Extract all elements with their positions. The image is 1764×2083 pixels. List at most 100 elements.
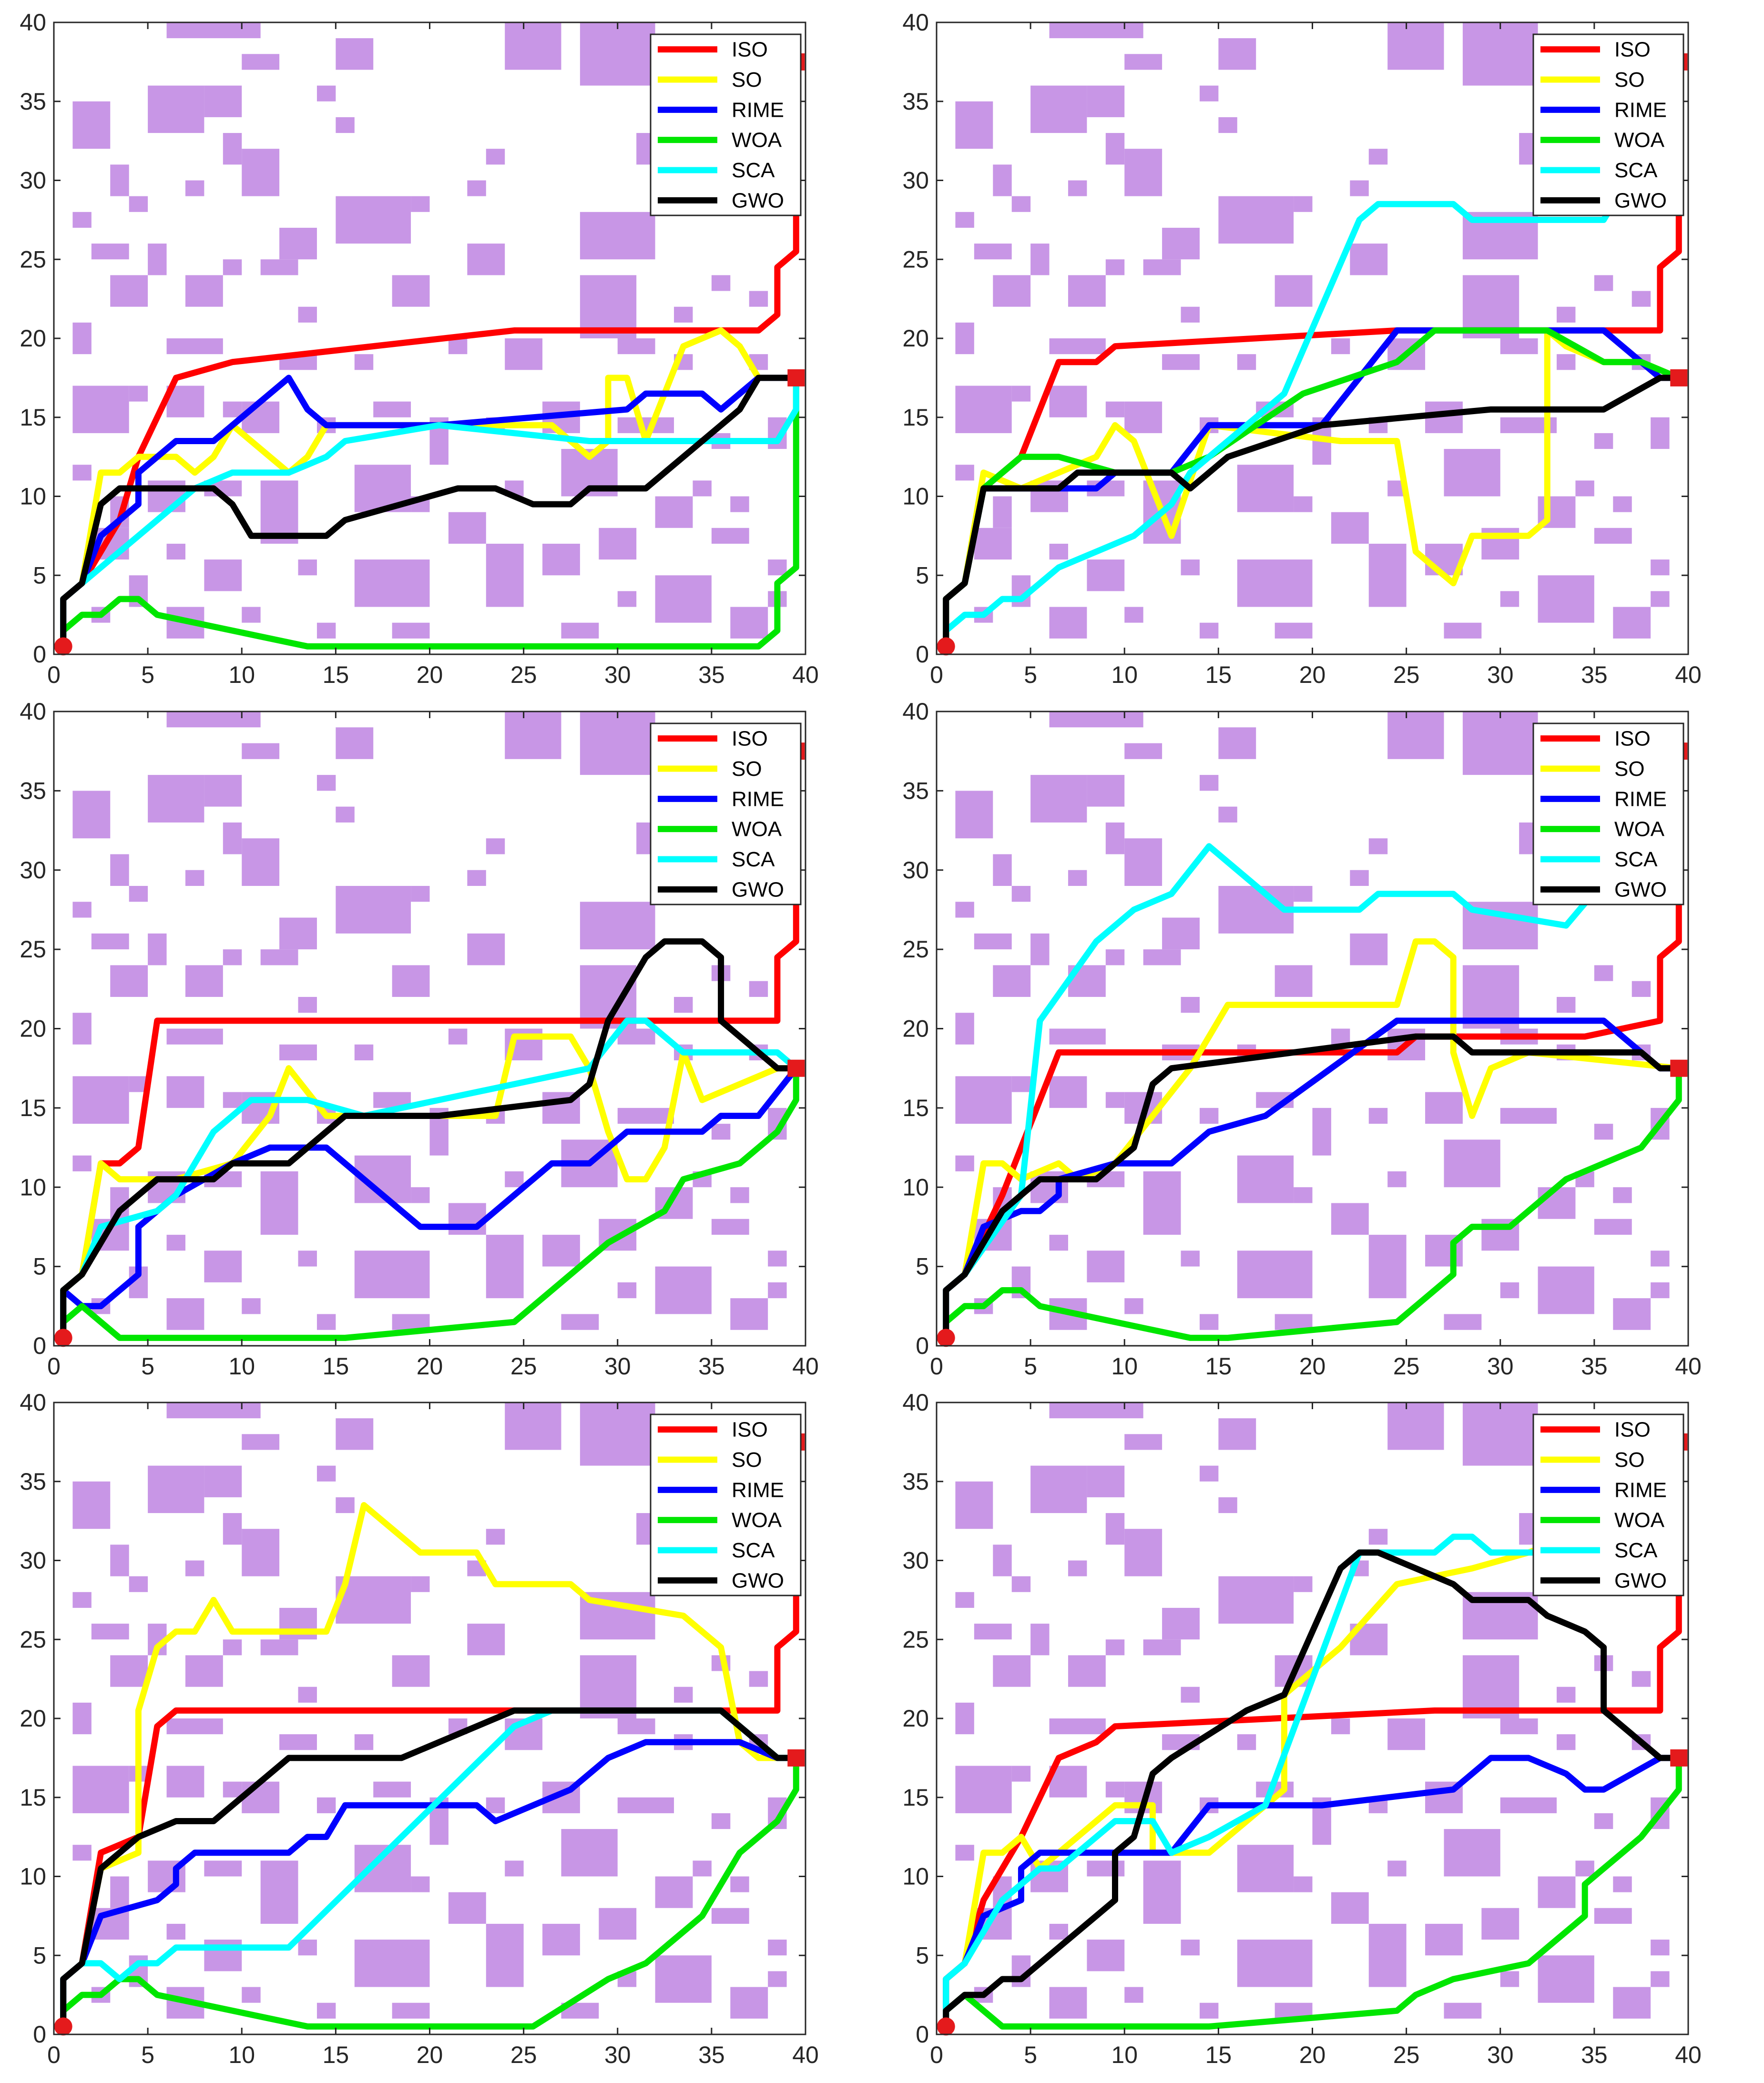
x-tick-label: 25 — [510, 661, 537, 688]
y-tick-label: 20 — [902, 1016, 929, 1042]
obstacle-block — [1199, 1465, 1219, 1482]
obstacle-block — [1011, 196, 1031, 212]
path-gwo — [943, 1033, 1682, 1341]
obstacle-block — [411, 1576, 430, 1592]
x-tick-label: 15 — [323, 661, 349, 688]
obstacle-block — [1030, 1465, 1087, 1514]
obstacle-block — [354, 1734, 374, 1750]
obstacle-block — [1557, 354, 1576, 370]
obstacle-block — [1105, 1092, 1125, 1108]
x-tick-label: 10 — [228, 1353, 255, 1380]
obstacle-block — [561, 1829, 618, 1877]
x-tick-label: 5 — [1024, 2042, 1037, 2068]
x-tick-label: 0 — [47, 1353, 61, 1380]
x-tick-label: 35 — [698, 1353, 725, 1380]
obstacle-block — [1557, 1687, 1576, 1703]
obstacle-block — [185, 1655, 223, 1687]
obstacle-block — [1500, 591, 1519, 607]
obstacle-block — [279, 917, 317, 950]
obstacle-block — [1331, 1892, 1369, 1924]
obstacle-block — [223, 822, 242, 854]
obstacle-block — [486, 1235, 524, 1299]
obstacle-block — [129, 886, 148, 902]
goal-marker-mid — [1670, 369, 1688, 386]
obstacle-block — [1049, 386, 1087, 417]
obstacle-block — [993, 1544, 1012, 1576]
obstacle-block — [223, 133, 242, 165]
obstacle-block — [580, 212, 655, 260]
obstacle-block — [411, 1876, 430, 1892]
obstacle-block — [993, 965, 1031, 997]
obstacle-block — [1387, 1171, 1407, 1188]
obstacle-block — [561, 622, 599, 639]
y-tick-label: 20 — [20, 325, 46, 352]
path-layer — [60, 748, 799, 1341]
obstacle-block — [693, 480, 712, 497]
y-tick-label: 40 — [20, 9, 46, 36]
obstacle-block — [955, 101, 993, 149]
obstacle-block — [1199, 622, 1219, 639]
x-tick-label: 25 — [1393, 1353, 1420, 1380]
path-woa — [943, 1065, 1682, 1341]
obstacle-block — [1387, 22, 1444, 70]
legend-label-gwo: GWO — [1614, 878, 1667, 901]
obstacle-block — [1444, 1829, 1500, 1877]
obstacle-block — [354, 1940, 430, 1987]
obstacle-block — [505, 338, 543, 370]
obstacle-block — [1538, 1955, 1594, 2003]
obstacle-block — [955, 465, 974, 481]
legend-box — [1532, 1413, 1684, 1596]
y-tick-label: 0 — [916, 2021, 929, 2048]
obstacle-block — [1651, 1940, 1670, 1956]
obstacle-block — [242, 607, 261, 623]
obstacle-block — [1011, 386, 1031, 402]
obstacle-block — [580, 22, 655, 86]
obstacle-block — [148, 480, 185, 512]
obstacle-block — [110, 1544, 129, 1576]
obstacle-block — [204, 1860, 242, 1877]
obstacle-block — [392, 275, 430, 307]
obstacle-block — [1331, 512, 1369, 544]
obstacle-block — [1331, 1718, 1350, 1735]
obstacle-block — [166, 1028, 223, 1045]
obstacle-block — [1237, 1940, 1313, 1987]
obstacle-block — [204, 85, 242, 117]
obstacle-block — [955, 1702, 974, 1735]
x-tick-label: 15 — [1205, 2042, 1232, 2068]
obstacle-block — [955, 791, 993, 839]
obstacle-block — [354, 559, 430, 607]
obstacle-block — [955, 322, 974, 355]
obstacle-block — [1237, 559, 1313, 607]
obstacle-block — [148, 933, 167, 965]
obstacle-block — [373, 401, 411, 417]
y-tick-label: 0 — [33, 2021, 46, 2048]
obstacle-block — [768, 1971, 787, 1987]
obstacle-block — [1049, 607, 1087, 639]
x-tick-label: 5 — [1024, 661, 1037, 688]
obstacle-block — [1218, 1497, 1237, 1514]
obstacle-block — [336, 1497, 355, 1514]
obstacle-block — [1162, 227, 1200, 260]
obstacle-block — [279, 1607, 317, 1640]
obstacle-block — [1368, 149, 1388, 165]
obstacle-block — [1181, 996, 1200, 1013]
obstacle-block — [148, 1465, 204, 1514]
obstacle-block — [1538, 1876, 1576, 1908]
legend: ISO SO RIME WOA SCA GWO — [1532, 722, 1684, 905]
obstacle-block — [1275, 1314, 1313, 1330]
obstacle-block — [974, 244, 1012, 260]
obstacle-block — [336, 806, 355, 823]
y-tick-label: 40 — [902, 698, 929, 725]
obstacle-block — [1049, 1235, 1068, 1251]
obstacle-block — [617, 1718, 655, 1735]
obstacle-block — [298, 559, 317, 576]
obstacle-block — [223, 401, 242, 417]
obstacle-block — [467, 1624, 505, 1656]
x-tick-label: 5 — [1024, 1353, 1037, 1380]
obstacle-block — [730, 1876, 749, 1892]
obstacle-block — [505, 711, 561, 759]
obstacle-block — [1557, 996, 1576, 1013]
x-tick-label: 30 — [604, 661, 631, 688]
legend-label-woa: WOA — [732, 818, 782, 841]
legend-label-rime: RIME — [1614, 98, 1667, 122]
